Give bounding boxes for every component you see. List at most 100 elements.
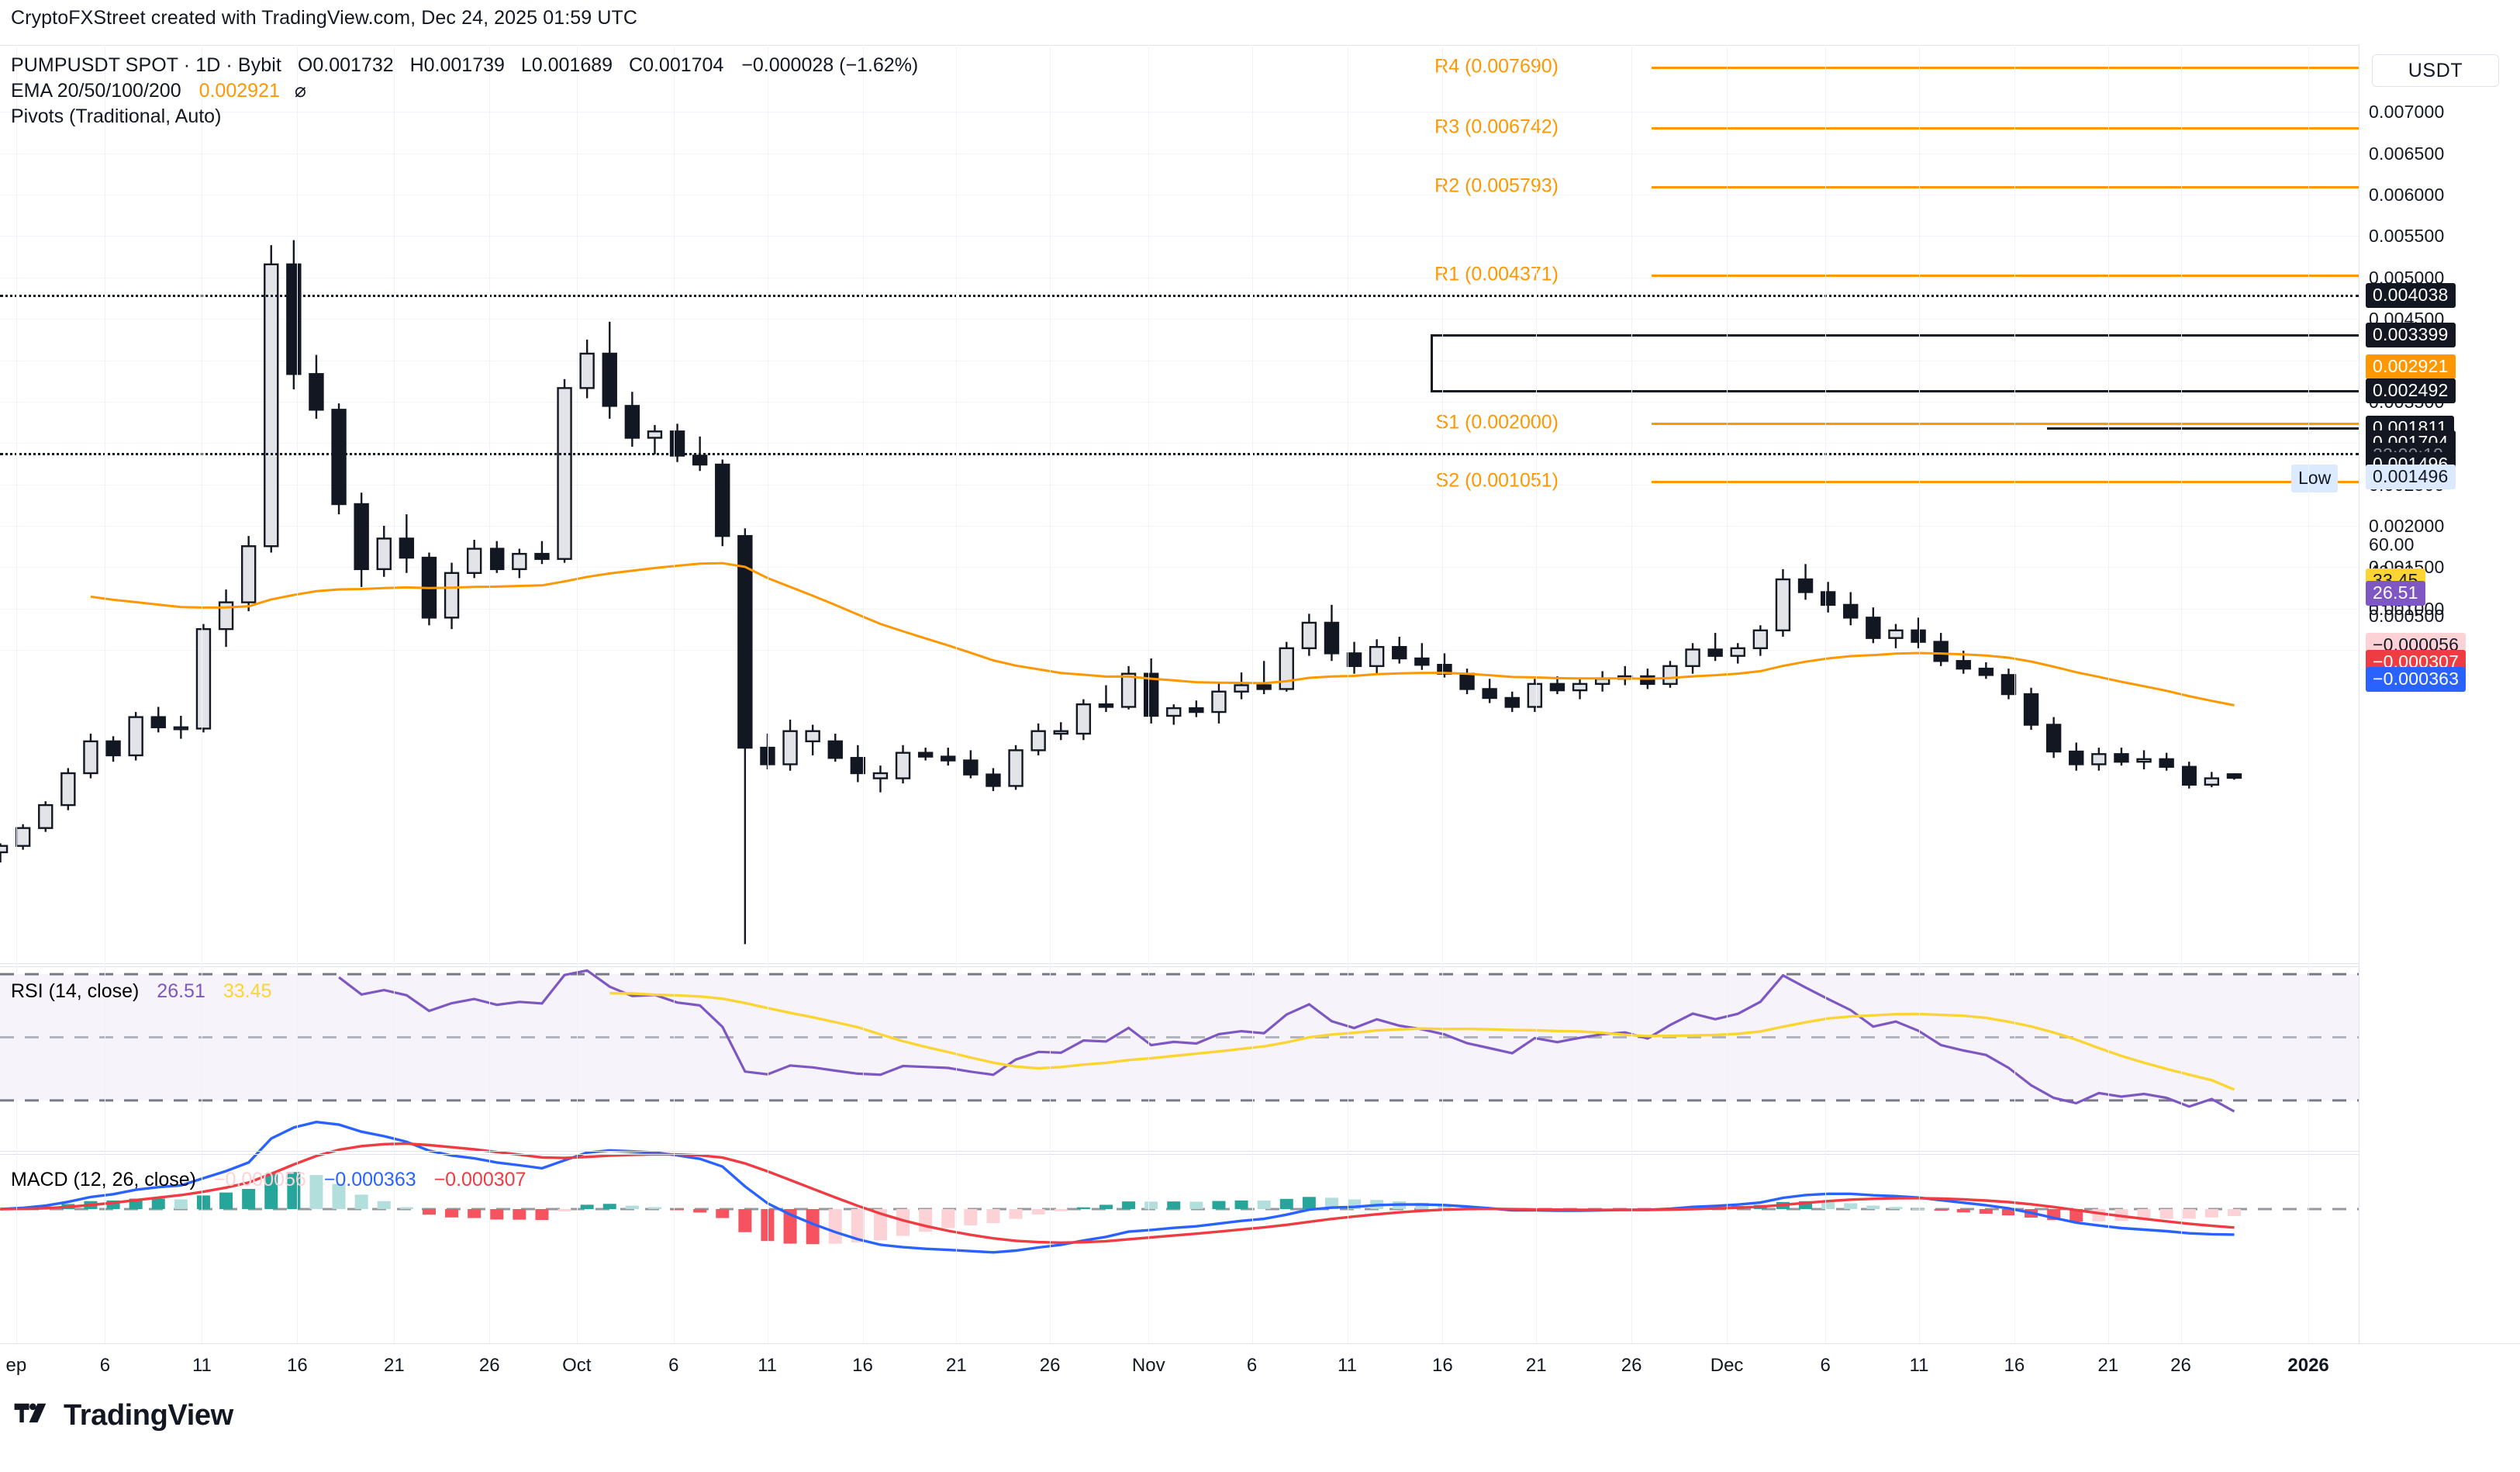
candlestick (2159, 752, 2174, 771)
candlestick (1414, 643, 1430, 670)
macd-histogram-bar (1167, 1201, 1181, 1209)
candlestick (2069, 742, 2084, 771)
candlestick (534, 541, 550, 565)
rsi-value-label[interactable]: 26.51 (2366, 581, 2425, 606)
rsi-pane[interactable]: RSI (14, close) 26.51 33.45 (0, 968, 2359, 1151)
price-axis[interactable]: USDT 0.007000 0.006500 0.006000 0.005500 0.0… (2291, 45, 2520, 1343)
time-axis-label: 6 (99, 1355, 111, 1376)
eye-slash-icon[interactable]: ⌀ (294, 80, 306, 102)
time-gridline (1727, 45, 1728, 1343)
time-axis-label: ep (5, 1355, 27, 1376)
candlestick (331, 403, 347, 515)
rsi-ma-line (609, 992, 2235, 1091)
candlestick (1143, 658, 1159, 724)
time-axis-label: Dec (1710, 1355, 1744, 1376)
currency-chip[interactable]: USDT (2372, 54, 2499, 87)
candlestick (1820, 582, 1836, 613)
ema-price-label[interactable]: 0.002921 (2366, 354, 2456, 379)
time-gridline (2308, 45, 2310, 1343)
candlestick (1053, 722, 1068, 741)
macd-pane[interactable]: MACD (12, 26, close) −0.000056 −0.000363… (0, 1120, 2359, 1343)
time-axis-label: 26 (478, 1355, 500, 1376)
legend-symbol[interactable]: PUMPUSDT SPOT · 1D · Bybit (11, 54, 281, 76)
legend-ohlc-row: PUMPUSDT SPOT · 1D · Bybit O0.001732 H0.… (11, 53, 918, 78)
macd-histogram-bar (1911, 1208, 1925, 1210)
time-gridline (489, 45, 491, 1343)
macd-histogram-bar (783, 1208, 797, 1244)
time-axis-label: 26 (2170, 1355, 2191, 1376)
time-axis[interactable]: ep 6 11 16 21 26 Oct 6 11 16 21 26 Nov 6 11 16 21 26 Dec 6 1… (0, 1344, 2520, 1387)
candlestick (1211, 682, 1227, 724)
macd-histogram-bar (986, 1208, 1000, 1224)
candlestick (850, 745, 866, 783)
price-gridline (0, 609, 2359, 610)
macd-line-value-label[interactable]: −0.000363 (2366, 667, 2466, 692)
macd-histogram-bar (287, 1172, 301, 1209)
candlestick (1730, 643, 1745, 664)
macd-histogram-bar (1866, 1205, 1880, 1209)
candlestick (1256, 661, 1272, 695)
candlestick (1504, 691, 1520, 713)
price-label-0-004038[interactable]: 0.004038 (2366, 283, 2456, 308)
time-axis-label: 11 (1909, 1355, 1929, 1376)
macd-histogram-bar (468, 1208, 482, 1218)
price-plot (0, 240, 2242, 945)
rsi-legend-value: 26.51 (157, 980, 205, 1002)
candlestick (1392, 637, 1407, 664)
candlestick (2000, 669, 2017, 700)
rsi-legend-ma-value: 33.45 (223, 980, 272, 1002)
candlestick (489, 541, 505, 573)
macd-histogram-bar (647, 1207, 661, 1209)
macd-histogram-bar (671, 1208, 685, 1211)
candlestick (1098, 685, 1114, 713)
candlestick (669, 423, 685, 462)
pivot-line-s1 (1652, 423, 2366, 425)
candlestick (128, 712, 143, 761)
candlestick (309, 354, 324, 419)
candlestick (827, 734, 843, 762)
macd-histogram-bar (309, 1175, 323, 1209)
price-label-0-003399[interactable]: 0.003399 (2366, 323, 2456, 347)
candlestick (0, 843, 9, 863)
tradingview-logo[interactable]: TradingView (14, 1399, 233, 1432)
legend-pivots-row: Pivots (Traditional, Auto) (11, 104, 918, 130)
price-axis-tick: 0.005500 (2369, 226, 2445, 246)
candlestick (782, 719, 798, 771)
candlestick (1075, 699, 1092, 741)
pivot-label-r2: R2 (0.005793) (1434, 174, 1559, 197)
legend-pivots-title[interactable]: Pivots (Traditional, Auto) (11, 105, 222, 127)
chart-legend: PUMPUSDT SPOT · 1D · Bybit O0.001732 H0.… (11, 53, 918, 130)
price-label-0-002492[interactable]: 0.002492 (2366, 378, 2456, 403)
time-gridline (862, 45, 864, 1343)
macd-histogram-bar (1189, 1201, 1203, 1209)
macd-histogram-bar (1438, 1204, 1452, 1209)
macd-histogram-bar (1934, 1208, 1948, 1211)
macd-histogram-bar (806, 1208, 820, 1245)
candlestick (444, 562, 460, 630)
macd-histogram-bar (2092, 1208, 2106, 1221)
candlestick (963, 750, 979, 779)
macd-legend-hist: −0.000056 (213, 1169, 306, 1190)
macd-signal-line (0, 1142, 2235, 1245)
macd-histogram-bar (151, 1198, 165, 1209)
macd-histogram-bar (1054, 1208, 1068, 1211)
legend-high: H0.001739 (409, 54, 505, 76)
candlestick (2226, 773, 2242, 780)
time-axis-label: 11 (192, 1355, 212, 1376)
price-pane[interactable]: R4 (0.007690) R3 (0.006742) R2 (0.005793) R… (0, 45, 2366, 963)
candlestick (399, 514, 415, 573)
candlestick (941, 748, 956, 766)
price-axis-tick: 0.007000 (2369, 102, 2445, 122)
time-gridline (394, 45, 395, 1343)
pivot-label-r4: R4 (0.007690) (1434, 55, 1559, 78)
range-box-edge (1431, 334, 1433, 390)
candlestick (218, 589, 234, 648)
candlestick (83, 734, 98, 779)
range-top-0-003399 (1431, 334, 2359, 337)
pane-separator-macd (0, 1151, 2520, 1152)
legend-ema-title[interactable]: EMA 20/50/100/200 (11, 80, 181, 102)
candlestick (1189, 700, 1204, 717)
candlestick (917, 748, 934, 761)
pivot-label-s1: S1 (0.002000) (1435, 411, 1559, 434)
